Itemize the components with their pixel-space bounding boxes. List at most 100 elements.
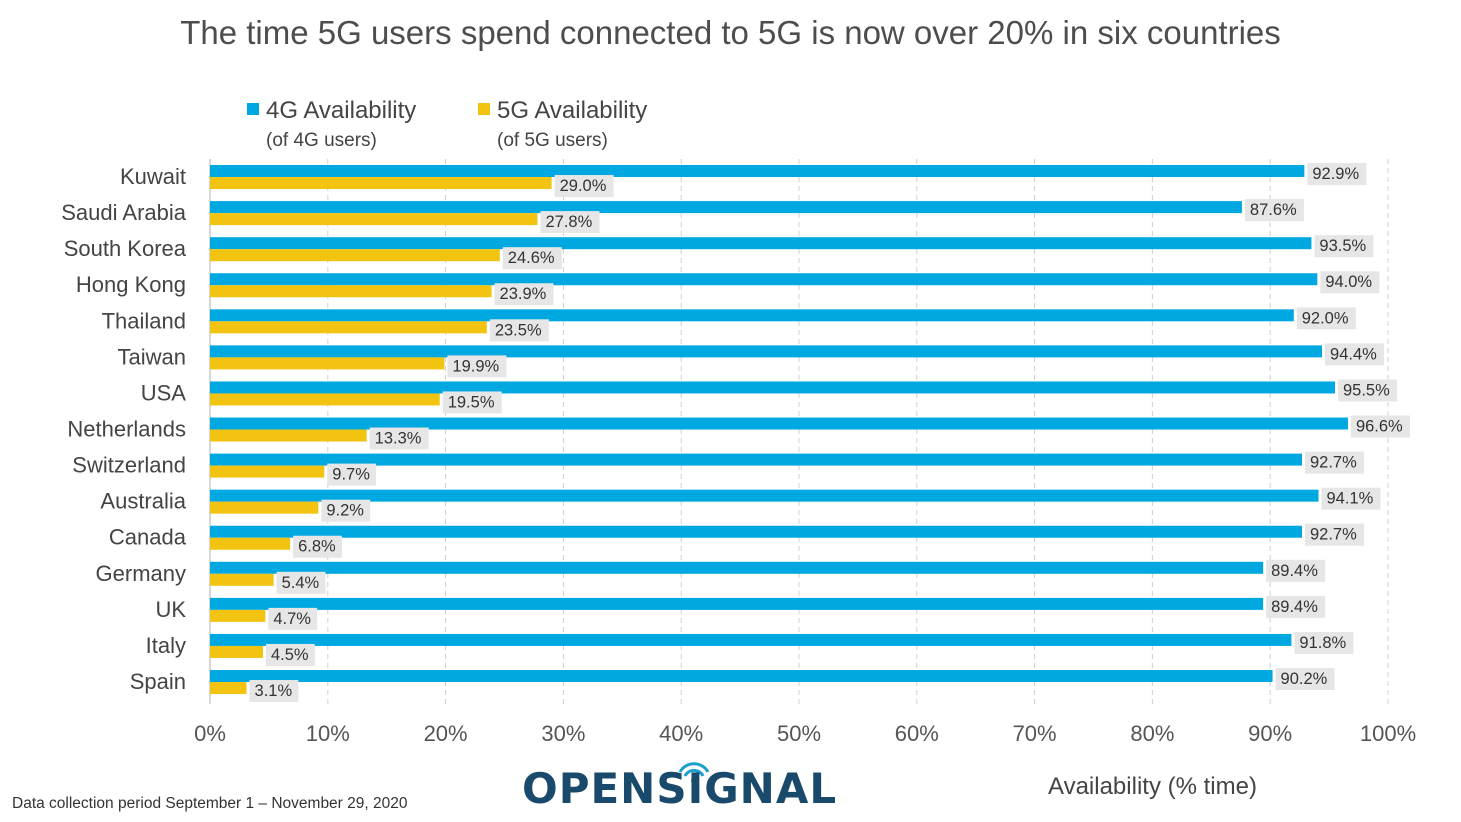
data-label: 5.4%	[282, 574, 320, 592]
data-label: 24.6%	[508, 249, 555, 267]
data-label-bg	[447, 355, 507, 378]
chart-title: The time 5G users spend connected to 5G …	[180, 14, 1281, 51]
legend-label: 5G Availability	[497, 97, 647, 124]
data-label: 4.7%	[273, 610, 311, 628]
data-label-bg	[266, 643, 315, 666]
data-label: 6.8%	[298, 538, 336, 556]
data-label-bg	[1307, 163, 1367, 186]
bar-5g	[210, 609, 266, 622]
category-label: Hong Kong	[76, 272, 186, 297]
data-label: 9.2%	[326, 502, 364, 520]
data-label-bg	[1305, 523, 1365, 546]
category-label: Spain	[130, 669, 186, 694]
data-label: 19.9%	[452, 357, 499, 375]
data-label: 92.7%	[1310, 526, 1357, 544]
x-axis-label: Availability (% time)	[1048, 773, 1257, 800]
bar-4g	[210, 309, 1294, 322]
x-tick-label: 30%	[541, 721, 585, 746]
bar-5g	[210, 645, 264, 658]
legend-swatch	[478, 103, 490, 115]
data-label-bg	[249, 680, 299, 703]
data-label-bg	[1266, 595, 1326, 618]
bar-4g	[210, 489, 1319, 502]
bar-5g	[210, 393, 440, 406]
bar-5g	[210, 249, 500, 262]
category-label: Germany	[96, 561, 186, 586]
bar-4g	[210, 670, 1273, 683]
category-label: USA	[141, 380, 187, 405]
bar-5g	[210, 465, 325, 478]
category-label: Italy	[146, 633, 186, 658]
data-label: 93.5%	[1319, 237, 1366, 255]
bar-5g	[210, 429, 367, 442]
category-label: Kuwait	[120, 164, 186, 189]
legend-label: 4G Availability	[266, 97, 416, 124]
category-label: Canada	[109, 525, 187, 550]
legend-swatch	[247, 103, 259, 115]
data-label-bg	[1325, 343, 1385, 366]
data-label-bg	[293, 535, 342, 558]
data-label-bg	[1275, 668, 1335, 691]
signal-icon	[678, 762, 710, 784]
data-label: 89.4%	[1271, 562, 1318, 580]
x-tick-label: 80%	[1130, 721, 1174, 746]
data-label: 4.5%	[271, 646, 309, 664]
data-label-bg	[1305, 451, 1365, 474]
bar-4g	[210, 561, 1264, 574]
data-label: 27.8%	[545, 213, 592, 231]
data-label-bg	[1350, 415, 1410, 438]
data-label: 91.8%	[1299, 634, 1346, 652]
data-label-bg	[268, 607, 318, 630]
data-label-bg	[1320, 271, 1380, 294]
data-label: 3.1%	[255, 682, 293, 700]
bar-5g	[210, 682, 247, 695]
bar-5g	[210, 537, 291, 550]
data-label: 96.6%	[1356, 418, 1403, 436]
x-tick-label: 50%	[777, 721, 821, 746]
category-label: UK	[155, 597, 186, 622]
data-label-bg	[442, 391, 502, 414]
data-label: 94.4%	[1330, 345, 1377, 363]
data-label-bg	[321, 499, 371, 522]
bar-5g	[210, 501, 319, 514]
data-label-bg	[1294, 631, 1354, 654]
category-label: South Korea	[64, 236, 187, 261]
bar-4g	[210, 597, 1264, 610]
category-label: Australia	[100, 489, 186, 514]
bar-5g	[210, 357, 445, 370]
data-label: 23.9%	[500, 285, 547, 303]
data-label: 89.4%	[1271, 598, 1318, 616]
data-label: 92.0%	[1302, 309, 1349, 327]
data-label-bg	[1296, 307, 1356, 330]
x-tick-labels: 0% 10% 20% 30% 40% 50% 60% 70% 80% 90% 100%	[194, 721, 1416, 746]
bar-4g	[210, 345, 1323, 358]
bar-4g	[210, 381, 1335, 394]
data-label-bg	[502, 247, 562, 270]
x-tick-label: 0%	[194, 721, 226, 746]
data-label: 94.1%	[1326, 490, 1373, 508]
bar-4g	[210, 417, 1348, 430]
data-label-bg	[489, 319, 549, 342]
bar-4g	[210, 201, 1242, 214]
bar-4g	[210, 633, 1292, 646]
x-tick-label: 90%	[1248, 721, 1292, 746]
data-label: 23.5%	[495, 321, 542, 339]
data-label: 92.7%	[1310, 454, 1357, 472]
category-label: Saudi Arabia	[61, 200, 187, 225]
bar-4g	[210, 237, 1312, 250]
data-label: 9.7%	[332, 466, 370, 484]
footnote: Data collection period September 1 – Nov…	[12, 795, 408, 812]
x-tick-label: 40%	[659, 721, 703, 746]
category-label: Switzerland	[72, 453, 186, 478]
opensignal-logo: OPENSIGNAL	[522, 758, 842, 813]
logo-text: OPENSIGNAL	[522, 764, 838, 813]
bar-4g	[210, 273, 1318, 286]
data-label: 13.3%	[375, 430, 422, 448]
data-label-bg	[1244, 199, 1304, 222]
x-tick-label: 60%	[895, 721, 939, 746]
data-label: 92.9%	[1312, 165, 1359, 183]
category-label: Thailand	[102, 308, 186, 333]
bars: 92.9% 29.0% 87.6% 27.8% 93.5% 24.6% 94.0% 23.9%…	[210, 163, 1410, 703]
x-tick-label: 100%	[1360, 721, 1416, 746]
